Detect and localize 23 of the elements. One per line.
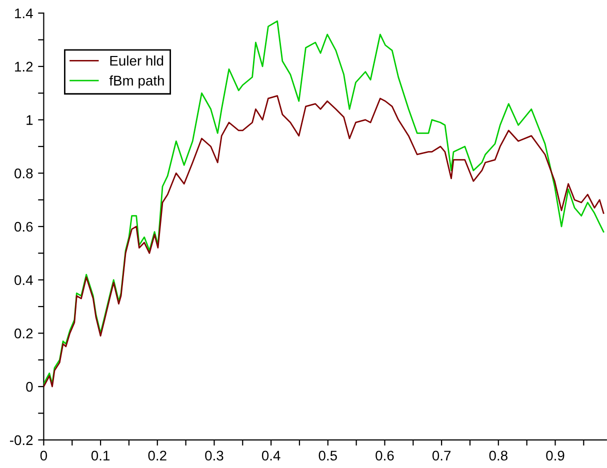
x-tick-label: 0.2 xyxy=(148,450,166,461)
x-tick-label: 0 xyxy=(40,450,48,461)
y-tick-label: 0.8 xyxy=(14,168,33,178)
line-series xyxy=(44,20,604,385)
y-tick-label: 0.4 xyxy=(14,275,33,286)
y-tick-label: 1.4 xyxy=(15,8,33,18)
line-series xyxy=(44,95,604,388)
x-tick-label: 0.4 xyxy=(262,450,280,461)
y-tick-label: 1 xyxy=(26,115,33,125)
x-tick-label: 0.3 xyxy=(205,450,224,461)
x-tick-label: 0.8 xyxy=(489,450,508,461)
x-tick-label: 0.7 xyxy=(432,450,451,461)
x-tick-label: 0.1 xyxy=(91,450,110,461)
x-tick-label: 0.5 xyxy=(318,450,337,461)
y-tick-label: 0.2 xyxy=(14,328,33,338)
legend-label: fBm path xyxy=(109,75,164,88)
legend-label: Euler hld xyxy=(110,55,164,66)
y-tick-label: 1.2 xyxy=(15,62,33,72)
x-tick-label: 0.9 xyxy=(546,450,564,461)
y-tick-label: 0 xyxy=(26,382,33,392)
x-tick-label: 0.6 xyxy=(376,450,394,461)
y-tick-label: 0.6 xyxy=(14,222,33,232)
y-tick-label: -0.2 xyxy=(10,435,33,446)
